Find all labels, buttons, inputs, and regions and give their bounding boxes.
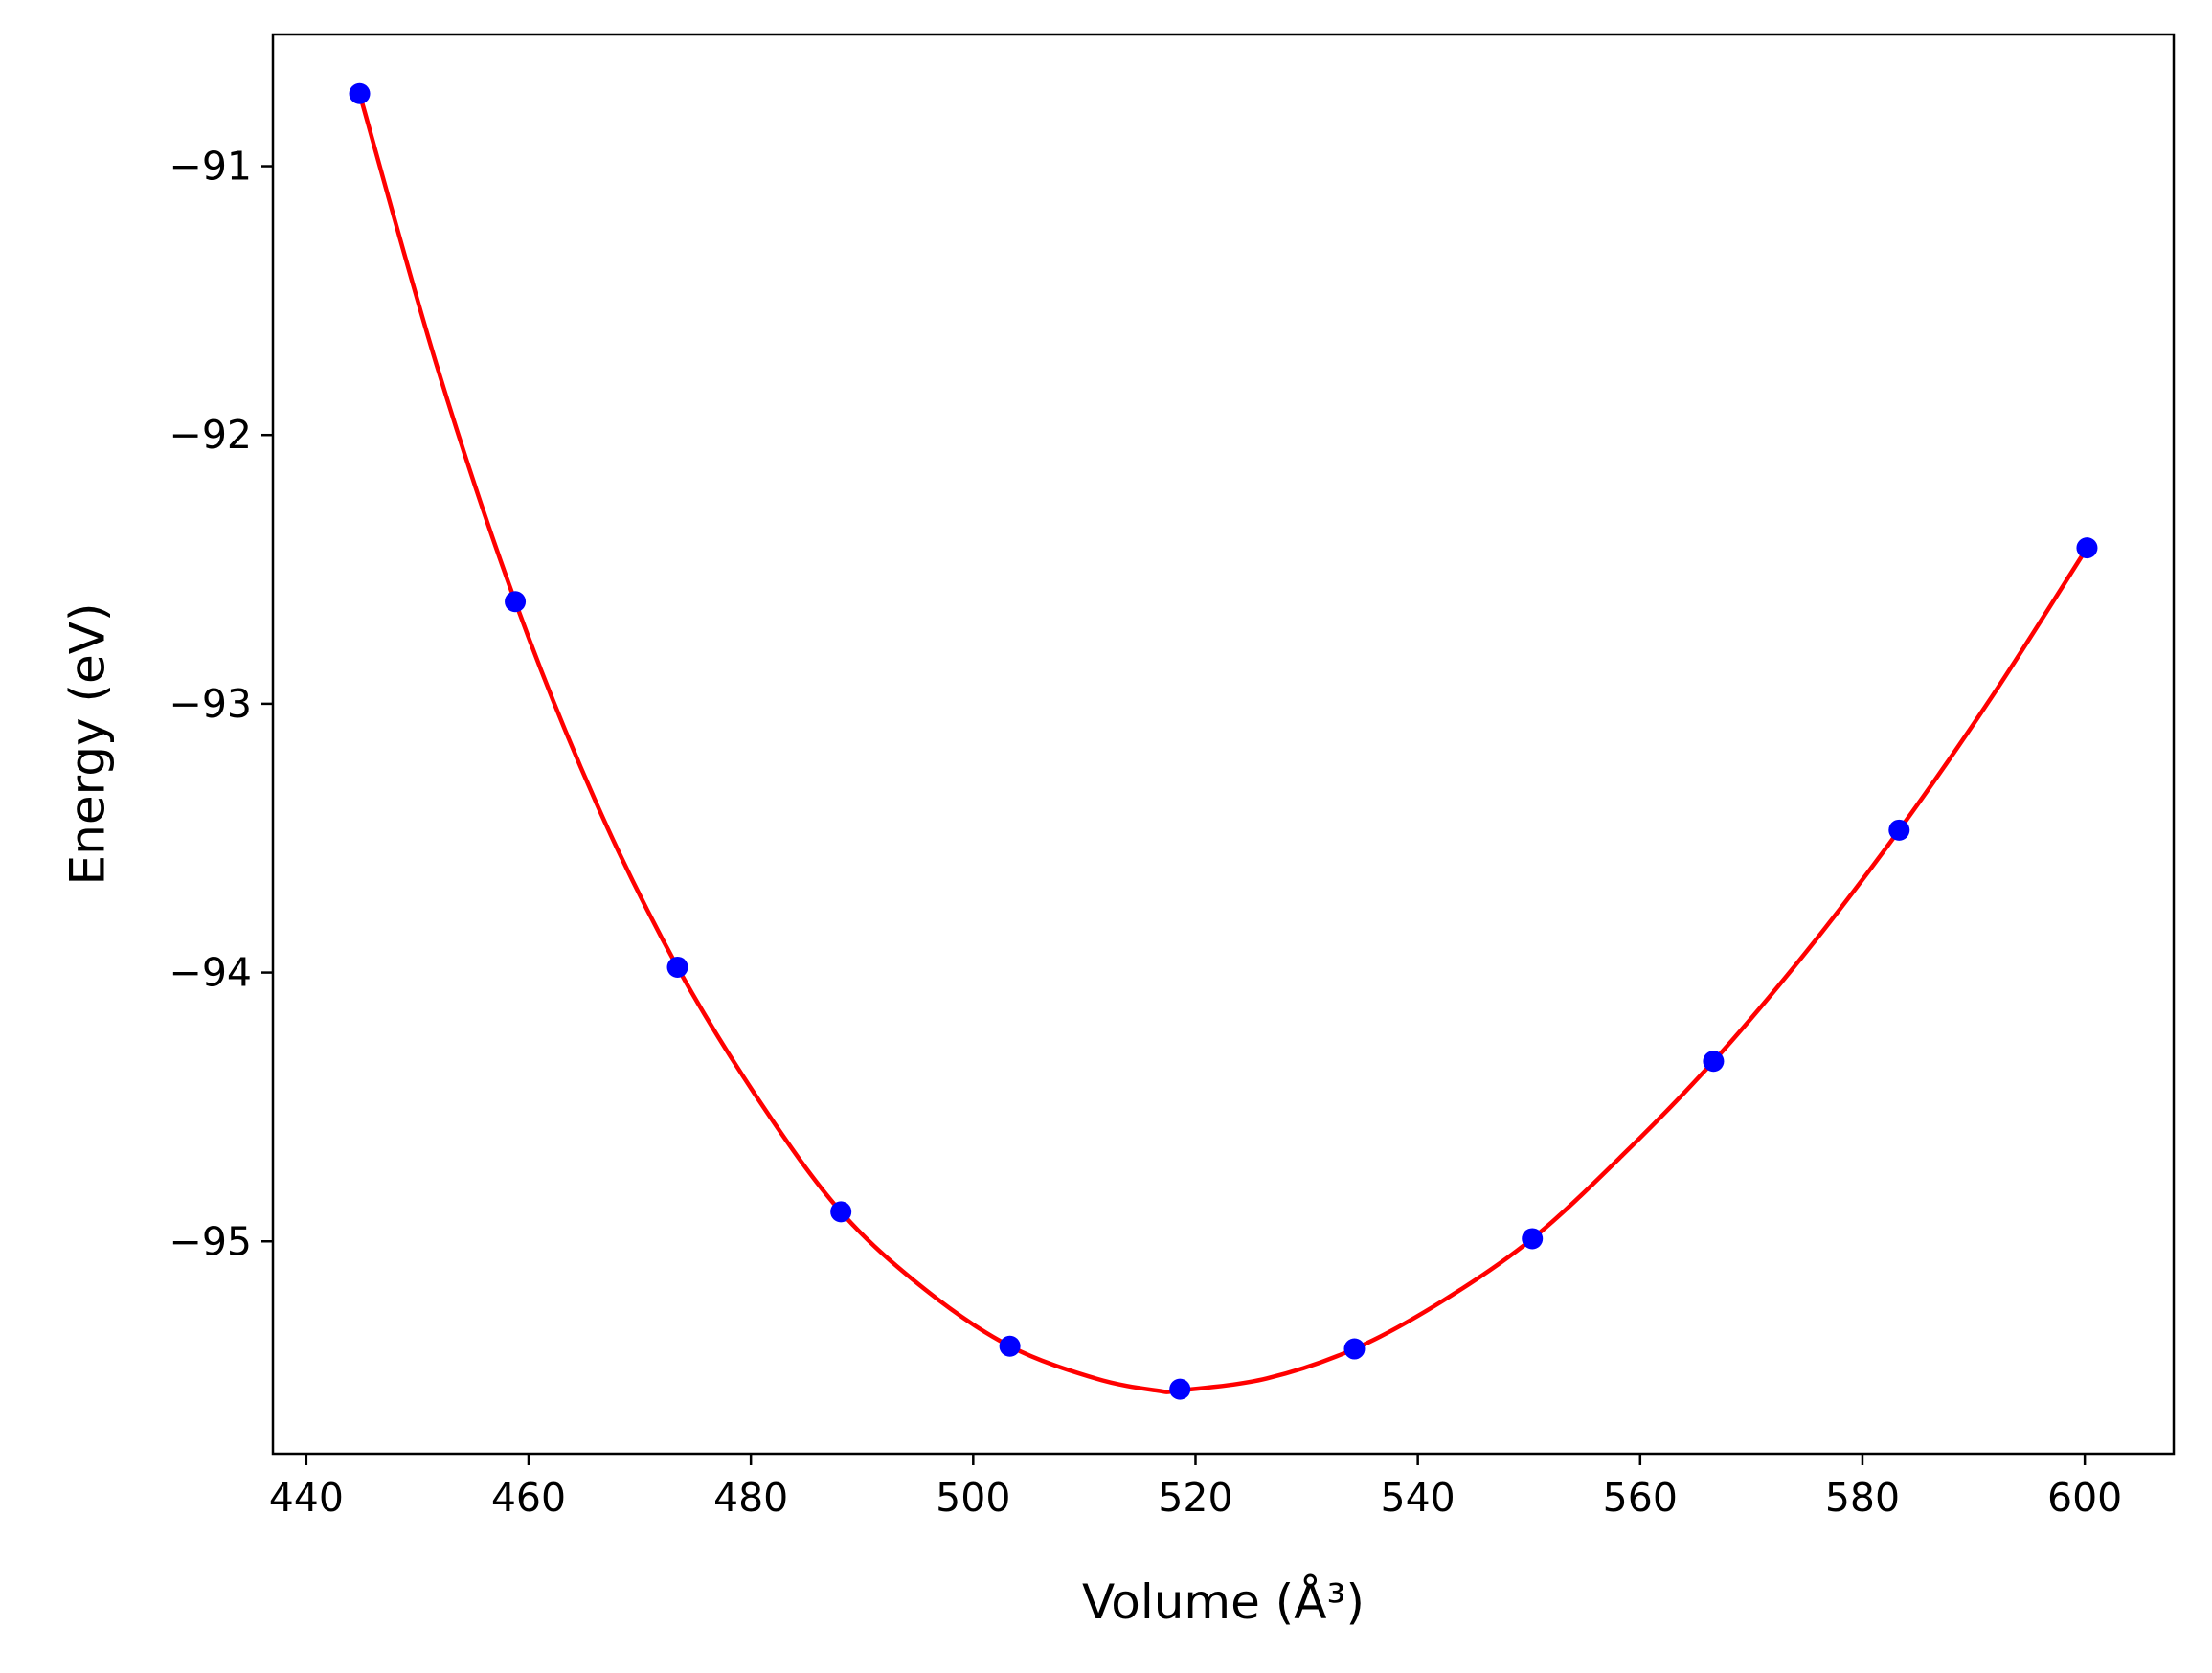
data-point (1888, 819, 1910, 841)
x-tick-label: 520 (1158, 1475, 1232, 1521)
x-axis: 440 460 480 500 520 540 560 580 600 (269, 1454, 2122, 1521)
x-tick-label: 560 (1603, 1475, 1678, 1521)
x-tick-label: 500 (936, 1475, 1010, 1521)
data-point (2076, 537, 2098, 559)
data-point (349, 82, 371, 104)
data-point (1703, 1051, 1725, 1073)
data-point (505, 591, 527, 613)
plot-frame (271, 33, 2176, 1456)
data-point (1522, 1228, 1544, 1250)
data-point (1343, 1338, 1366, 1360)
x-tick-label: 480 (713, 1475, 788, 1521)
y-tick-label: −91 (169, 144, 252, 190)
y-tick-label: −93 (169, 681, 252, 727)
data-point (1169, 1378, 1191, 1400)
x-tick-label: 540 (1381, 1475, 1456, 1521)
x-axis-title: Volume (Å³) (1082, 1574, 1365, 1630)
y-axis-title: Energy (eV) (60, 603, 116, 886)
y-tick-label: −95 (169, 1218, 252, 1264)
data-point (830, 1201, 852, 1223)
y-axis: −95 −94 −93 −92 −91 (169, 144, 273, 1264)
data-points (349, 82, 2098, 1400)
y-tick-label: −94 (169, 950, 252, 996)
data-point (666, 956, 688, 978)
x-tick-label: 600 (2047, 1475, 2122, 1521)
x-tick-label: 460 (491, 1475, 566, 1521)
x-tick-label: 440 (269, 1475, 344, 1521)
fit-curve-line (357, 91, 2089, 1394)
data-point (999, 1335, 1021, 1357)
y-tick-label: −92 (169, 412, 252, 458)
x-tick-label: 580 (1825, 1475, 1900, 1521)
